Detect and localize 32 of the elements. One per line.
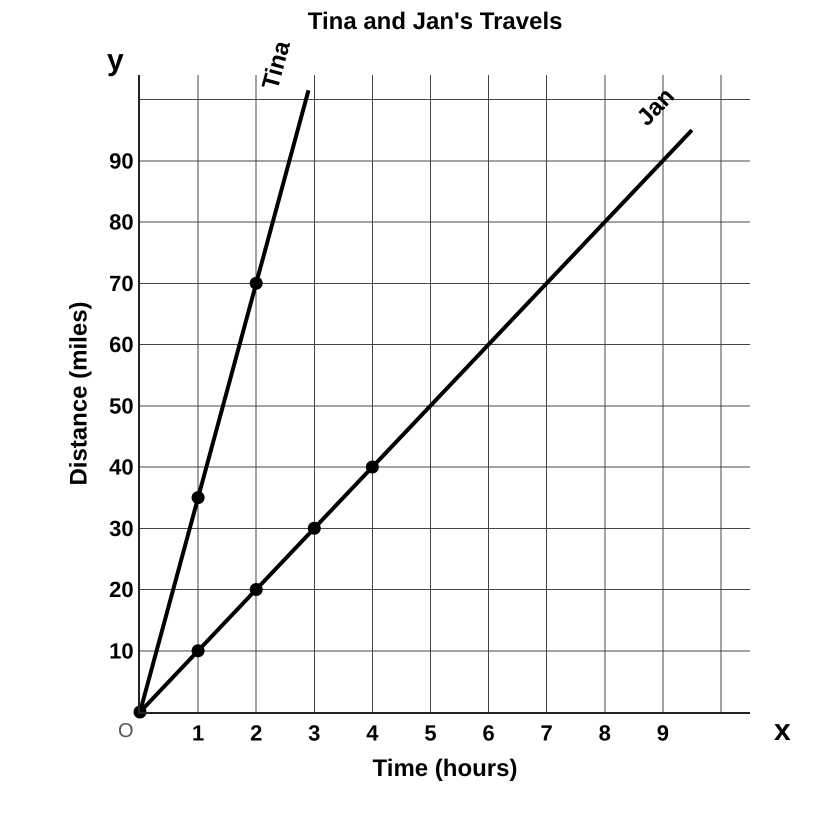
y-tick-label: 30	[109, 516, 134, 541]
y-tick-label: 80	[109, 210, 134, 235]
y-tick-label: 40	[109, 454, 134, 480]
point	[366, 460, 379, 474]
point	[192, 491, 205, 504]
x-tick-label: 9	[656, 720, 669, 746]
y-tick-label: 90	[109, 148, 134, 174]
chart-title: Tina and Jan's Travels	[308, 8, 562, 36]
text: Jan	[632, 82, 680, 132]
point	[250, 276, 263, 290]
y-tick-label: 10	[109, 638, 134, 664]
x-tick-label: 5	[424, 720, 437, 746]
x-tick-label: 4	[366, 720, 380, 746]
text: x	[774, 714, 791, 747]
x-tick-label: 3	[308, 720, 320, 746]
text: Tina	[257, 37, 296, 92]
x-tick-label: 8	[598, 720, 611, 746]
x-tick-label: 2	[250, 720, 262, 746]
y-tick-label: 70	[109, 270, 134, 296]
point	[192, 644, 205, 658]
y-tick-label: 50	[109, 393, 134, 418]
y-tick-label: 60	[109, 332, 134, 358]
text: y	[107, 44, 124, 77]
point	[308, 522, 321, 535]
annotation: O	[118, 720, 134, 742]
x-axis-title: Time (hours)	[372, 755, 518, 782]
point	[250, 583, 263, 596]
y-tick-label: 20	[109, 577, 134, 602]
x-tick-label: 1	[192, 720, 204, 746]
y-axis-title: Distance (miles)	[66, 301, 93, 486]
x-tick-label: 6	[482, 720, 495, 746]
x-tick-label: 7	[540, 720, 553, 746]
